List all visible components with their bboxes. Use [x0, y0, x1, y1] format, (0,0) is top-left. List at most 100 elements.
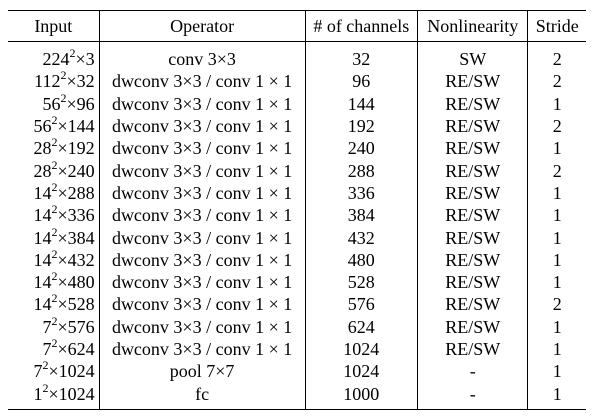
cell-operator: dwconv 3×3 / conv 1 × 1 — [99, 337, 306, 361]
input-channels: ×192 — [57, 138, 95, 159]
cell-nonlinearity: RE/SW — [417, 293, 529, 316]
cell-input: 72×576 — [8, 313, 100, 338]
cell-stride: 1 — [552, 93, 562, 114]
cell-channels: 624 — [305, 315, 419, 338]
table-row: 142×384 dwconv 3×3 / conv 1 × 1 432 RE/SW 1 — [8, 226, 586, 249]
cell-stride: 1 — [552, 205, 562, 226]
table-row: 72×624 dwconv 3×3 / conv 1 × 1 1024 RE/SW 1 — [8, 336, 586, 361]
cell-nonlinearity: RE/SW — [417, 315, 529, 338]
cell-nonlinearity: RE/SW — [417, 114, 529, 138]
input-channels: ×480 — [57, 272, 95, 293]
input-channels: ×624 — [57, 339, 95, 359]
input-exponent: 2 — [51, 135, 58, 150]
input-base: 28 — [33, 138, 52, 159]
cell-input: 142×432 — [8, 248, 100, 271]
input-channels: ×144 — [57, 116, 95, 137]
cell-stride: 1 — [552, 383, 562, 404]
input-channels: ×1024 — [48, 383, 95, 404]
cell-operator: dwconv 3×3 / conv 1 × 1 — [99, 159, 306, 182]
cell-input: 142×480 — [8, 269, 100, 294]
cell-stride: 2 — [552, 160, 562, 181]
cell-input: 562×96 — [8, 90, 100, 115]
cell-operator: dwconv 3×3 / conv 1 × 1 — [99, 181, 306, 205]
table-row: 1122×32 dwconv 3×3 / conv 1 × 1 96 RE/SW 2 — [8, 69, 586, 93]
cell-operator: dwconv 3×3 / conv 1 × 1 — [99, 226, 306, 249]
input-base: 7 — [42, 316, 52, 337]
input-exponent: 2 — [51, 313, 58, 328]
input-exponent: 2 — [42, 380, 49, 395]
input-base: 1 — [33, 383, 43, 404]
cell-nonlinearity: RE/SW — [417, 181, 529, 205]
input-exponent: 2 — [60, 90, 67, 105]
table-row: 72×576 dwconv 3×3 / conv 1 × 1 624 RE/SW 1 — [8, 313, 586, 338]
cell-operator: dwconv 3×3 / conv 1 × 1 — [99, 315, 306, 338]
cell-stride: 1 — [552, 227, 562, 248]
cell-input: 282×192 — [8, 135, 100, 160]
cell-channels: 96 — [305, 70, 419, 93]
header-stride: Stride — [535, 16, 579, 36]
cell-nonlinearity: RE/SW — [417, 248, 529, 271]
cell-channels: 1024 — [305, 337, 419, 361]
input-base: 14 — [33, 249, 52, 270]
input-channels: ×32 — [66, 71, 95, 92]
cell-nonlinearity: RE/SW — [417, 226, 529, 249]
cell-operator: dwconv 3×3 / conv 1 × 1 — [99, 248, 306, 271]
input-base: 224 — [42, 49, 70, 70]
input-channels: ×240 — [57, 160, 95, 181]
cell-stride: 1 — [552, 316, 562, 337]
cell-nonlinearity: - — [417, 360, 529, 383]
cell-operator: fc — [99, 382, 306, 410]
input-channels: ×96 — [66, 93, 95, 114]
table-row: 142×528 dwconv 3×3 / conv 1 × 1 576 RE/SW 2 — [8, 292, 586, 316]
cell-stride: 1 — [552, 138, 562, 159]
input-channels: ×336 — [57, 205, 95, 226]
cell-input: 142×288 — [8, 181, 100, 205]
input-base: 14 — [33, 205, 52, 226]
input-exponent: 2 — [51, 113, 58, 128]
cell-input: 72×624 — [8, 336, 100, 361]
cell-operator: dwconv 3×3 / conv 1 × 1 — [99, 70, 306, 93]
header-nonlinearity: Nonlinearity — [417, 10, 529, 42]
table-body: 2242×3 conv 3×3 32 SW 2 1122×32 dwconv 3×3 / c… — [8, 41, 586, 410]
cell-input: 282×240 — [8, 159, 100, 182]
cell-stride: 2 — [552, 71, 562, 92]
input-base: 14 — [33, 227, 52, 248]
cell-channels: 1000 — [305, 382, 419, 410]
cell-nonlinearity: RE/SW — [417, 159, 529, 182]
input-exponent: 2 — [51, 202, 58, 217]
table-row: 142×336 dwconv 3×3 / conv 1 × 1 384 RE/SW 1 — [8, 202, 586, 227]
table-row: 562×96 dwconv 3×3 / conv 1 × 1 144 RE/SW 1 — [8, 90, 586, 115]
cell-stride: 1 — [552, 272, 562, 293]
table-row: 562×144 dwconv 3×3 / conv 1 × 1 192 RE/SW 2 — [8, 113, 586, 138]
cell-input: 142×336 — [8, 202, 100, 227]
input-base: 7 — [33, 361, 43, 382]
input-exponent: 2 — [51, 336, 58, 350]
cell-nonlinearity: - — [417, 382, 529, 410]
cell-nonlinearity: RE/SW — [417, 70, 529, 93]
table-row: 2242×3 conv 3×3 32 SW 2 — [8, 41, 586, 71]
header-channels: # of channels — [305, 10, 419, 42]
cell-operator: dwconv 3×3 / conv 1 × 1 — [99, 293, 306, 316]
input-channels: ×384 — [57, 227, 95, 248]
cell-input: 142×384 — [8, 226, 100, 249]
cell-channels: 32 — [305, 41, 419, 71]
input-base: 28 — [33, 160, 52, 181]
cell-channels: 336 — [305, 181, 419, 205]
input-base: 56 — [33, 116, 52, 137]
header-row: Input Operator # of channels Nonlinearit… — [8, 10, 586, 42]
cell-nonlinearity: SW — [417, 41, 529, 71]
input-base: 56 — [42, 93, 61, 114]
table-row: 142×480 dwconv 3×3 / conv 1 × 1 528 RE/SW 1 — [8, 269, 586, 294]
input-exponent: 2 — [51, 269, 58, 284]
cell-input: 1122×32 — [8, 69, 100, 93]
cell-channels: 528 — [305, 270, 419, 294]
cell-input: 72×1024 — [8, 359, 100, 383]
cell-operator: dwconv 3×3 / conv 1 × 1 — [99, 92, 306, 115]
input-channels: ×288 — [57, 182, 95, 203]
header-input: Input — [8, 10, 100, 42]
table-header: Input Operator # of channels Nonlinearit… — [8, 10, 586, 42]
cell-operator: dwconv 3×3 / conv 1 × 1 — [99, 270, 306, 294]
cell-nonlinearity: RE/SW — [417, 137, 529, 160]
cell-channels: 1024 — [305, 360, 419, 383]
cell-channels: 384 — [305, 204, 419, 227]
